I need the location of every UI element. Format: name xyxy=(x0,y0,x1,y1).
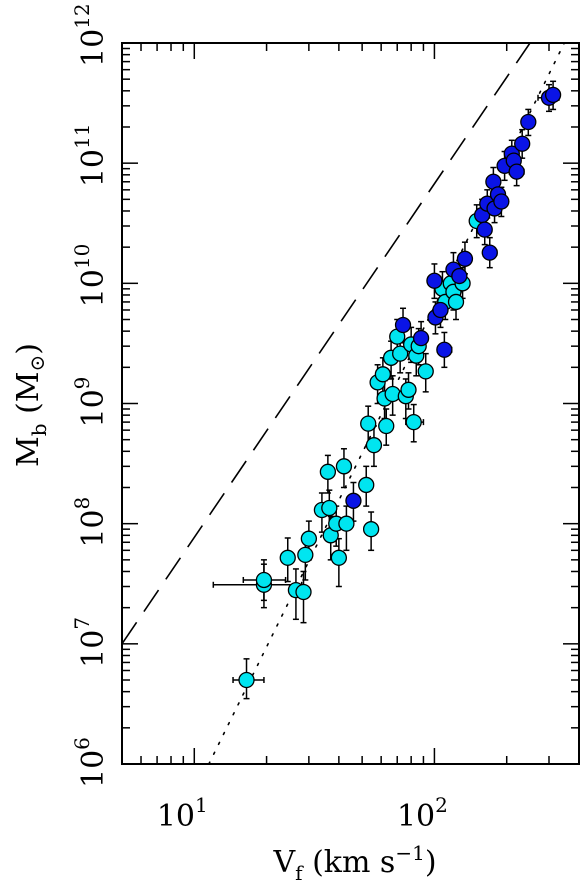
cyan-data-point xyxy=(392,345,409,362)
blue-data-point xyxy=(345,492,362,509)
dashed-reference-line xyxy=(122,43,531,645)
cyan-data-point xyxy=(319,463,337,480)
cyan-data-point xyxy=(417,363,434,380)
cyan-data-point xyxy=(238,671,255,689)
axis-ticks xyxy=(121,42,580,765)
blue-data-point xyxy=(514,135,531,152)
cyan-data-point xyxy=(365,437,383,454)
blue-data-point xyxy=(412,329,430,347)
cyan-data-point xyxy=(321,499,338,517)
reference-lines xyxy=(122,43,566,764)
y-tick-label: 108 xyxy=(70,497,111,548)
cyan-data-point xyxy=(295,583,312,601)
cyan-data-point xyxy=(362,521,380,538)
cyan-data-point xyxy=(384,385,401,403)
blue-data-point xyxy=(493,193,510,210)
x-tick-label: 101 xyxy=(157,793,208,834)
blue-data-point xyxy=(520,113,537,131)
y-tick-label: 1011 xyxy=(70,124,111,188)
blue-data-point xyxy=(508,163,525,180)
cyan-data-point xyxy=(378,417,395,435)
data-points xyxy=(238,86,562,689)
cyan-data-point xyxy=(297,546,314,564)
y-tick-label: 107 xyxy=(70,617,111,668)
x-axis-title: Vf (km s−1) xyxy=(272,841,436,885)
cyan-data-point xyxy=(447,293,465,311)
blue-data-point xyxy=(476,221,493,238)
blue-data-point xyxy=(432,301,449,319)
blue-data-point xyxy=(394,316,412,334)
cyan-data-point xyxy=(358,476,375,494)
cyan-data-point xyxy=(335,458,353,475)
y-tick-label: 1010 xyxy=(70,244,111,308)
cyan-data-point xyxy=(255,571,273,589)
y-tick-label: 106 xyxy=(70,737,111,788)
cyan-data-point xyxy=(279,549,296,566)
y-tick-label: 1012 xyxy=(70,3,111,67)
cyan-data-point xyxy=(360,415,377,432)
blue-data-point xyxy=(451,267,468,285)
y-tick-label: 109 xyxy=(70,377,111,428)
cyan-data-point xyxy=(405,413,422,431)
cyan-data-point xyxy=(400,381,417,398)
blue-data-point xyxy=(436,341,453,358)
cyan-data-point xyxy=(300,530,318,547)
blue-data-point xyxy=(456,250,474,267)
y-axis-title: Mb (M⊙) xyxy=(11,343,51,467)
cyan-data-point xyxy=(330,549,348,566)
tick-labels: 101 102 106 107 108 109 1010 1011 1012 xyxy=(70,3,448,834)
x-tick-label: 102 xyxy=(397,793,448,834)
blue-data-point xyxy=(544,86,562,104)
blue-data-point xyxy=(481,244,498,261)
cyan-data-point xyxy=(338,515,355,532)
cyan-data-point xyxy=(374,366,392,383)
blue-data-point xyxy=(426,272,443,289)
